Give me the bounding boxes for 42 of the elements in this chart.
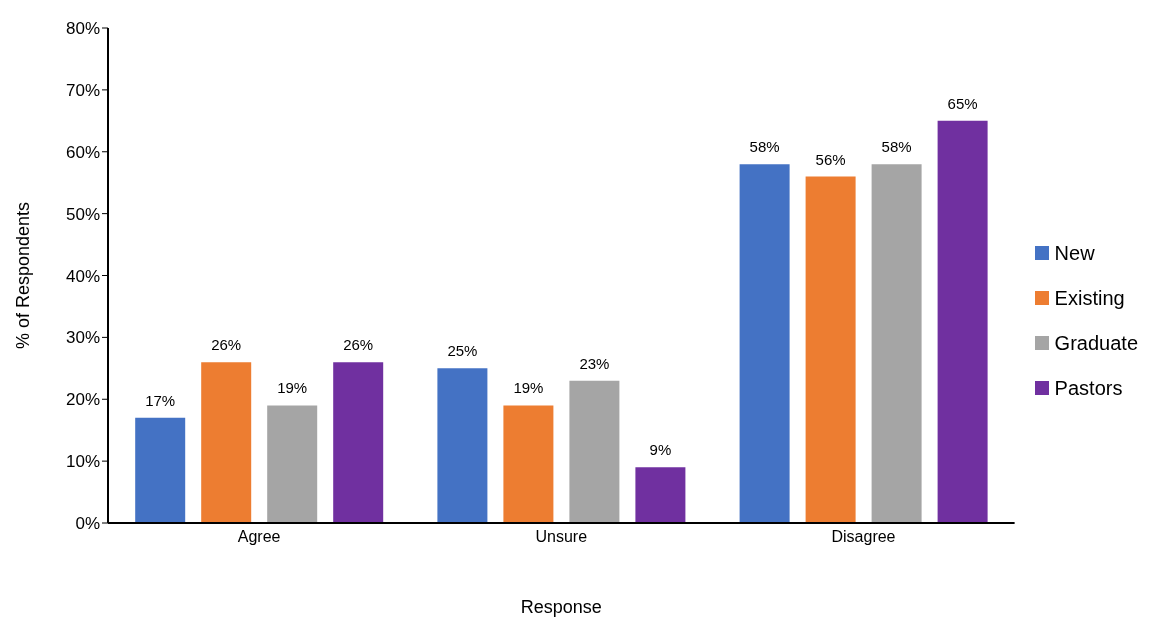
- x-axis-title: Response: [520, 597, 602, 617]
- bar: [871, 164, 922, 523]
- data-label: 19%: [277, 379, 308, 397]
- legend-label: New: [1054, 241, 1095, 265]
- bar: [805, 176, 856, 523]
- data-label: 26%: [211, 336, 242, 354]
- bar: [739, 164, 790, 523]
- data-label: 58%: [881, 138, 912, 156]
- data-label: 26%: [343, 336, 374, 354]
- bar: [937, 120, 988, 523]
- y-tick-label: 40%: [65, 266, 100, 286]
- y-tick-label: 0%: [75, 514, 100, 534]
- data-label: 17%: [145, 391, 176, 409]
- data-label: 56%: [815, 150, 846, 168]
- bar: [201, 362, 252, 523]
- y-tick-label: 50%: [65, 204, 100, 224]
- bar: [503, 405, 554, 523]
- data-label: 19%: [513, 379, 544, 397]
- y-axis-title: % of Respondents: [13, 201, 34, 350]
- data-label: 23%: [579, 354, 610, 372]
- bar: [333, 362, 384, 523]
- y-tick-label: 80%: [65, 19, 100, 39]
- data-label: 9%: [649, 441, 672, 459]
- data-label: 25%: [447, 342, 478, 360]
- bar: [635, 467, 686, 523]
- bar: [267, 405, 318, 523]
- y-tick-label: 20%: [65, 390, 100, 410]
- data-label: 65%: [947, 94, 978, 112]
- x-tick-label: Unsure: [535, 528, 588, 546]
- bar: [569, 380, 620, 523]
- y-tick-label: 60%: [65, 142, 100, 162]
- legend-label: Existing: [1054, 286, 1125, 310]
- legend-label: Graduate: [1054, 331, 1138, 355]
- x-tick-label: Disagree: [831, 528, 896, 546]
- y-tick-label: 10%: [65, 452, 100, 472]
- data-label: 58%: [749, 138, 780, 156]
- y-tick-label: 30%: [65, 328, 100, 348]
- y-tick-label: 70%: [65, 80, 100, 100]
- bar: [135, 417, 186, 523]
- x-tick-label: Agree: [237, 528, 281, 546]
- legend-label: Pastors: [1054, 376, 1123, 400]
- bar: [437, 368, 488, 523]
